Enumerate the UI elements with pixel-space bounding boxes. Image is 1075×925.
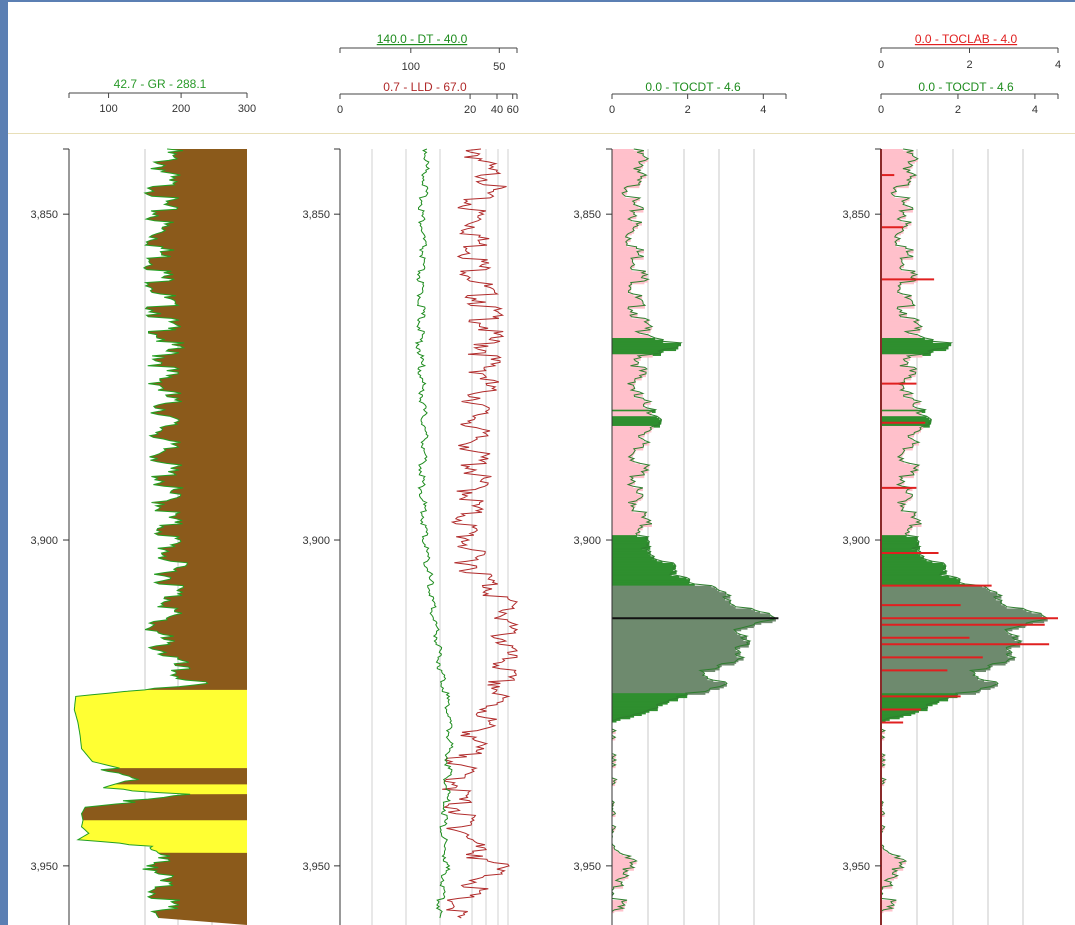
t2-bot-ticks-label-2: 40 [491,104,503,116]
t4-fill-slice [881,828,884,832]
track-2-header: 140.0 - DT - 40.0 100 50 0.7 - LLD - 67.0… [337,32,519,116]
t4-top-ticks-label-1: 2 [966,59,972,71]
t4-fill-slice [881,885,893,889]
t4-fill-slice [881,909,884,914]
depth-label-2-1: 3,900 [302,535,330,547]
dt-curve-title: 140.0 - DT - 40.0 [377,32,468,46]
t3-top-ticks-label-1: 2 [685,104,691,116]
t3-top-ticks-label-0: 0 [609,104,615,116]
t4-fill-slice [881,908,893,912]
t4-fill-slice [881,737,885,741]
toclab-scale-ticks: 0 2 4 [878,48,1061,71]
t3-fill-slice [612,737,616,741]
track-4-header: 0.0 - TOCLAB - 4.0 0 2 4 0.0 - TOCDT - 4.6… [878,32,1061,116]
t4-tocdt-curve-title: 0.0 - TOCDT - 4.6 [918,80,1014,94]
t3-fill-slice [612,908,624,912]
toclab-curve-title: 0.0 - TOCLAB - 4.0 [915,32,1018,46]
t4-fill-slice [881,764,885,769]
t2-top-ticks-label-1: 50 [493,61,505,73]
depth-label-3-2: 3,950 [573,861,601,873]
t3-fill-slice [612,782,616,787]
depth-label-4-1: 3,900 [842,535,870,547]
depth-label-2-0: 3,850 [302,209,330,221]
dt-scale-ticks: 100 50 [339,48,518,73]
track-3-header: 0.0 - TOCDT - 4.6 0 2 4 [609,80,787,116]
t4-top-ticks-label-2: 4 [1055,59,1061,71]
track-4-toclab-tocdt[interactable] [880,148,1058,925]
gr-sand-fill-0 [74,689,247,769]
t3-fill-slice [612,909,615,914]
t4-top-ticks-label-0: 0 [878,59,884,71]
window-top-border [0,0,1075,2]
gr-sand-fill-1 [103,784,247,795]
gr-curve-title: 42.7 - GR - 288.1 [114,77,207,91]
depth-axes: 3,850 3,900 3,950 3,850 3,900 3,950 3,850 3,900… [30,148,882,925]
track-1-gr[interactable] [73,148,248,925]
window-left-border [0,0,8,925]
track-2-dt-lld[interactable] [371,148,519,925]
tocdt-scale-ticks: 0 2 4 [609,94,787,116]
t3-fill-slice [612,730,616,734]
track-3-tocdt[interactable] [611,148,779,925]
t4-bot-ticks-label-1: 2 [955,104,961,116]
t3-fill-slice [612,719,617,723]
t4-bot-ticks-label-0: 0 [878,104,884,116]
depth-label-1-1: 3,900 [30,535,58,547]
t3-fill-slice [612,885,624,889]
t4-fill-slice [881,719,886,723]
t2-top-ticks-label-0: 100 [402,61,420,73]
tocdt-curve-title: 0.0 - TOCDT - 4.6 [645,80,741,94]
depth-label-4-2: 3,950 [842,861,870,873]
depth-label-1-0: 3,850 [30,209,58,221]
t3-top-ticks-label-2: 4 [760,104,766,116]
depth-label-2-2: 3,950 [302,861,330,873]
track-header-band [8,2,1075,134]
depth-label-3-0: 3,850 [573,209,601,221]
depth-label-1-2: 3,950 [30,861,58,873]
t4-fill-slice [881,759,885,764]
t4-fill-slice [881,730,885,734]
dt-curve [414,148,454,919]
t3-fill-slice [612,759,616,764]
t3-fill-slice [612,764,616,769]
gr-curve [73,148,209,919]
t2-bot-ticks-label-1: 20 [464,104,476,116]
lld-curve-title: 0.7 - LLD - 67.0 [383,80,467,94]
gr-scale-ticks: 100 200 300 [68,93,256,115]
t3-tocdt-curve [611,148,778,918]
t1-top-ticks-label-1: 200 [172,103,190,115]
gr-sand-fill-2 [77,820,248,853]
lld-scale-ticks: 0 20 40 60 [337,94,519,116]
t3-fill-slice [612,828,615,832]
t1-top-ticks-label-2: 300 [238,103,256,115]
t4-fill-slice [881,813,885,818]
t2-bot-ticks-label-3: 60 [507,104,519,116]
t3-fill-slice [612,813,616,818]
depth-label-3-1: 3,900 [573,535,601,547]
t1-top-ticks-label-0: 100 [99,103,117,115]
depth-label-4-0: 3,850 [842,209,870,221]
t4-fill-slice [881,782,885,787]
lld-curve [442,148,519,919]
track-1-header: 42.7 - GR - 288.1 100 200 300 [68,77,256,115]
t2-bot-ticks-label-0: 0 [337,104,343,116]
t4-tocdt-scale-ticks: 0 2 4 [878,94,1059,116]
gr-shale-fill [74,149,247,925]
t4-bot-ticks-label-2: 4 [1032,104,1038,116]
